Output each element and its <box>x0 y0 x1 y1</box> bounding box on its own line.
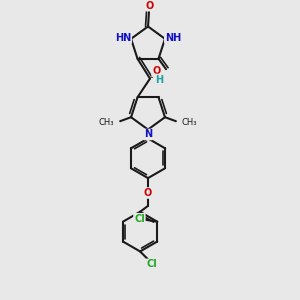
Text: N: N <box>144 130 152 140</box>
Text: CH₃: CH₃ <box>182 118 197 127</box>
Text: H: H <box>155 75 163 85</box>
Text: Cl: Cl <box>147 259 158 269</box>
Text: O: O <box>152 66 160 76</box>
Text: Cl: Cl <box>134 214 145 224</box>
Text: O: O <box>144 188 152 198</box>
Text: HN: HN <box>115 33 131 43</box>
Text: O: O <box>146 1 154 11</box>
Text: NH: NH <box>165 33 181 43</box>
Text: CH₃: CH₃ <box>99 118 114 127</box>
